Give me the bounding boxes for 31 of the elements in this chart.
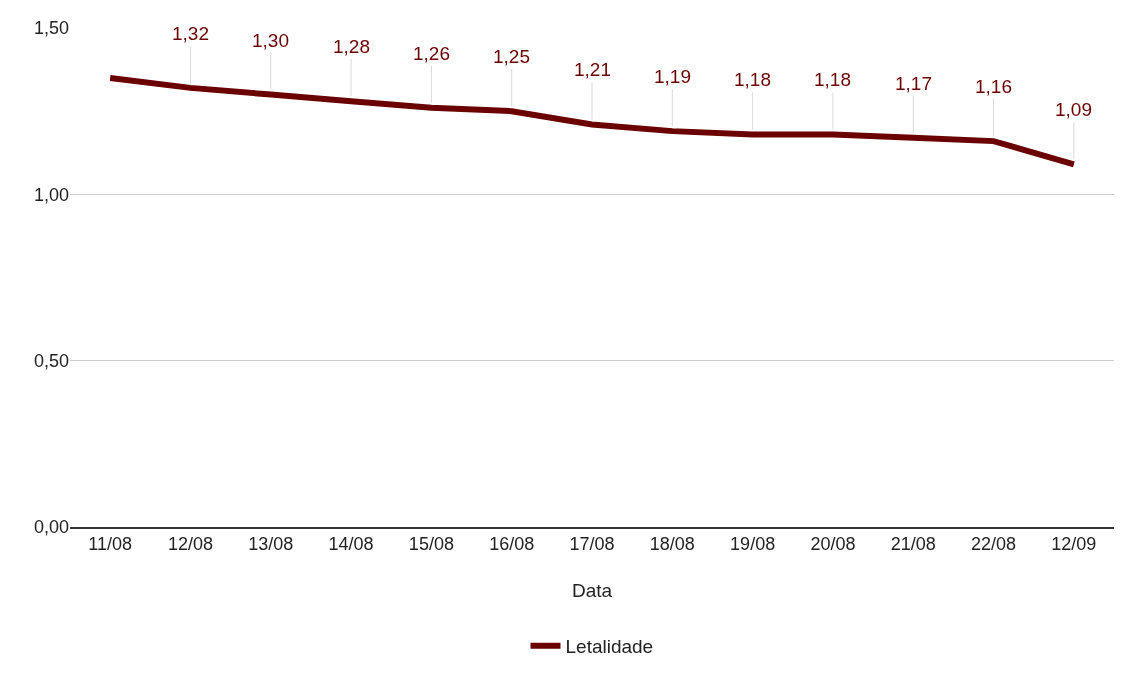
- x-tick-label: 12/08: [167, 534, 213, 555]
- x-tick-label: 19/08: [730, 534, 776, 555]
- data-label: 1,16: [975, 76, 1012, 97]
- x-tick-label: 22/08: [971, 534, 1017, 555]
- data-label: 1,25: [493, 46, 530, 67]
- data-label: 1,18: [734, 69, 771, 90]
- y-tick-label: 0,50: [33, 350, 69, 371]
- data-label: 1,21: [574, 59, 611, 80]
- data-label: 1,32: [172, 23, 209, 44]
- data-label: 1,17: [895, 73, 932, 94]
- data-label: 1,28: [333, 36, 370, 57]
- x-tick-label: 12/09: [1051, 534, 1097, 555]
- x-tick-label: 17/08: [569, 534, 615, 555]
- x-tick-label: 21/08: [890, 534, 936, 555]
- data-label: 1,19: [654, 66, 691, 87]
- data-label: 1,09: [1055, 99, 1092, 120]
- legend-label: Letalidade: [565, 636, 654, 658]
- y-tick-label: 1,00: [33, 184, 69, 205]
- x-axis-title: Data: [571, 579, 613, 601]
- x-tick-label: 16/08: [489, 534, 535, 555]
- x-tick-label: 14/08: [328, 534, 374, 555]
- x-tick-label: 13/08: [248, 534, 294, 555]
- x-tick-label: 11/08: [88, 534, 133, 555]
- x-tick-label: 18/08: [649, 534, 695, 555]
- data-label: 1,30: [252, 30, 289, 51]
- data-label: 1,18: [814, 69, 851, 90]
- x-tick-label: 20/08: [810, 534, 856, 555]
- y-tick-label: 0,00: [33, 517, 69, 538]
- y-tick-label: 1,50: [33, 18, 69, 39]
- data-label: 1,26: [413, 43, 450, 64]
- x-tick-label: 15/08: [408, 534, 454, 555]
